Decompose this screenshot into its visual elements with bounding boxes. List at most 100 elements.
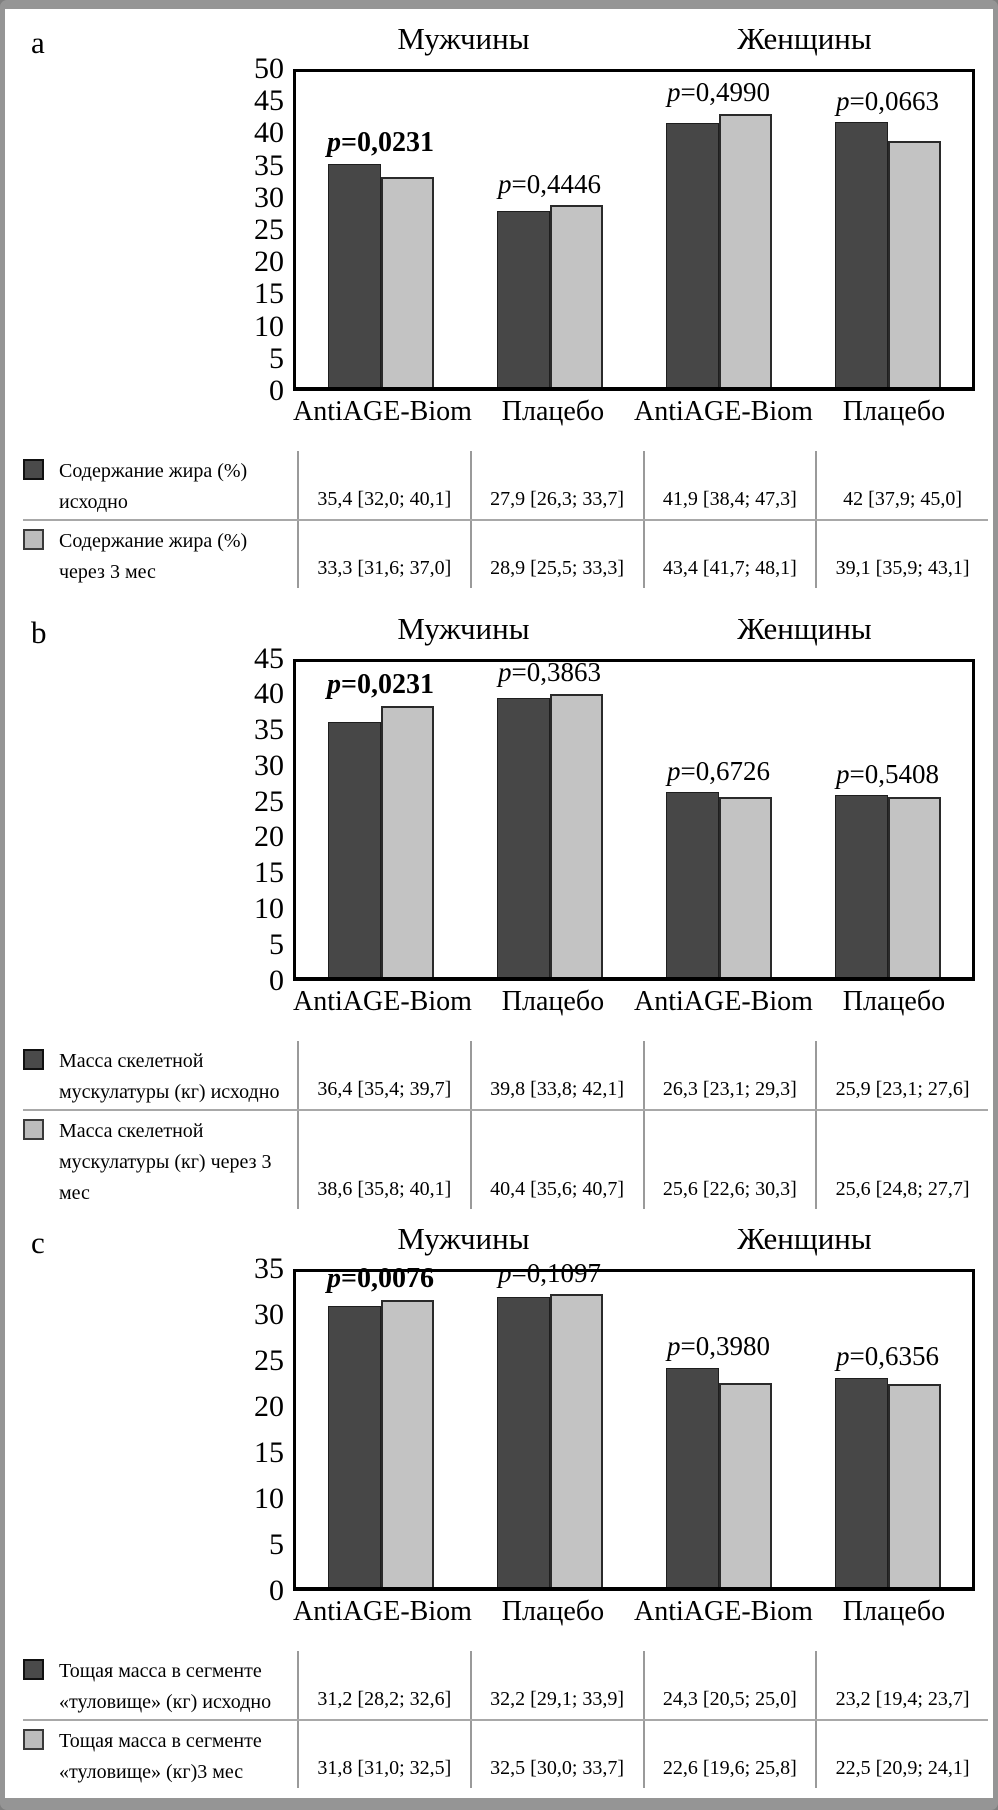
bar-after-3mo [718,1383,772,1587]
bar-after-3mo [887,1384,941,1587]
p-value-label: p=0,3980 [634,1332,803,1360]
row-label-line2: мускулатуры (кг) исходно [59,1080,280,1103]
panel-letter-a: a [31,25,45,60]
bar-after-3mo [549,204,603,387]
median-iqr-value: 27,9 [26,3; 33,7] [469,451,643,519]
p-symbol: p [836,1341,850,1372]
y-axis-tick: 45 [254,641,284,675]
median-iqr-value: 23,2 [19,4; 23,7] [815,1650,988,1719]
p-value-label: p=0,5408 [803,760,972,788]
p-number: =0,0231 [341,126,434,158]
sex-group-headers: Мужчины Женщины [293,609,975,647]
y-axis-tick: 15 [254,277,284,311]
row-label-line1: Масса скелетной [59,1049,204,1072]
panel-a: a Мужчины Женщины 50 45 40 35 30 25 20 15 10 5 0 p… [5,9,993,599]
row-label-line1: Содержание жира (%) [59,460,248,482]
y-axis-tick: 30 [254,180,284,214]
table-row: Тощая масса в сегменте «туловище» (кг) ис… [23,1650,988,1719]
p-number: =0,0076 [341,1262,434,1294]
legend-swatch-after-3mo [23,1728,44,1750]
p-symbol: p [667,77,681,108]
p-number: =0,0663 [849,86,939,117]
bar-baseline [834,122,888,387]
chart-a: 50 45 40 35 30 25 20 15 10 5 0 p=0,0231 p=0,4446 p=0… [5,54,975,406]
y-axis-tick: 20 [254,820,284,854]
y-axis-tick: 10 [254,1481,284,1515]
y-axis-tick: 20 [254,1389,284,1423]
p-symbol: p [327,126,342,158]
sex-group-headers: Мужчины Женщины [293,1219,975,1257]
bar-after-3mo [887,797,941,977]
row-label: Содержание жира (%) исходно [59,451,297,519]
bar-group [634,662,803,977]
category-label: Плацебо [842,985,946,1017]
category-label: AntiAGE-Biom [293,1595,472,1627]
category-label: Плацебо [842,1595,946,1627]
bar-group [465,1272,634,1587]
row-label-line2: «туловище» (кг) исходно [59,1690,272,1713]
p-value-label: p=0,6356 [803,1342,972,1370]
bar-after-3mo [380,706,434,977]
header-men: Мужчины [397,21,530,56]
legend-swatch-cell [23,521,59,588]
p-symbol: p [498,168,512,199]
y-axis-tick: 50 [254,52,284,85]
y-axis-tick: 25 [254,213,284,246]
row-label: Содержание жира (%) через 3 мес [59,521,297,588]
bar-baseline [665,123,719,387]
y-axis-tick: 35 [254,713,284,747]
median-iqr-value: 26,3 [23,1; 29,3] [642,1040,816,1109]
category-label: Плацебо [842,396,946,427]
bar-group [803,72,972,387]
chart-b: 45 40 35 30 25 20 15 10 5 0 p=0,0231 p=0,3863 p=0,6… [5,643,975,995]
y-axis-tick: 5 [269,1527,284,1561]
bar-baseline [496,211,550,387]
legend-table-b: Масса скелетной мускулатуры (кг) исходно 3… [5,1040,993,1209]
median-iqr-value: 39,8 [33,8; 42,1] [469,1040,643,1109]
category-label: AntiAGE-Biom [293,985,472,1017]
p-value-label: p=0,1097 [465,1257,634,1288]
bar-after-3mo [549,1294,603,1587]
row-label: Тощая масса в сегменте «туловище» (кг) ис… [59,1651,297,1719]
category-axis-b: AntiAGE-Biom Плацебо AntiAGE-Biom Плацебо [5,981,975,1027]
p-value-label: p=0,0231 [296,126,465,158]
bar-group [634,72,803,387]
bar-baseline [327,721,381,977]
bar-after-3mo [718,113,772,387]
table-row: Масса скелетной мускулатуры (кг) исходно 3… [23,1040,988,1109]
panel-c-header: c Мужчины Женщины [5,1219,993,1269]
table-row: Содержание жира (%) исходно 35,4 [32,0; 40… [23,451,988,519]
p-value-label: p=0,4990 [634,78,803,106]
y-axis-tick: 25 [254,1343,284,1377]
y-axis-tick: 0 [269,1573,284,1607]
bar-group [803,1272,972,1587]
table-row: Масса скелетной мускулатуры (кг) через 3 … [23,1108,988,1209]
category-label: AntiAGE-Biom [634,396,813,427]
bar-after-3mo [887,140,941,387]
median-iqr-value: 32,2 [29,1; 33,9] [469,1650,643,1719]
p-symbol: p [327,1262,342,1294]
p-symbol: p [836,758,850,789]
row-label-line1: Тощая масса в сегменте [59,1659,262,1682]
bar-group [296,662,465,977]
p-number: =0,1097 [511,1257,601,1288]
header-women: Женщины [737,610,872,646]
panel-c: c Мужчины Женщины 35 30 25 20 15 10 5 0 p=0,007… [5,1209,993,1799]
median-iqr-value: 31,2 [28,2; 32,6] [297,1650,470,1719]
median-iqr-value: 25,6 [22,6; 30,3] [642,1110,816,1209]
median-iqr-value: 28,9 [25,5; 33,3] [469,521,643,588]
bar-after-3mo [380,1300,434,1587]
bar-baseline [834,1377,888,1587]
p-number: =0,4990 [680,77,770,108]
bar-group [296,72,465,387]
median-iqr-value: 38,6 [35,8; 40,1] [297,1110,470,1209]
y-axis-tick: 45 [254,84,284,118]
bar-baseline [327,163,381,387]
y-axis-tick: 30 [254,748,284,782]
y-axis-tick: 30 [254,1297,284,1331]
legend-swatch-baseline [23,1658,44,1680]
header-women: Женщины [737,21,872,56]
bar-baseline [327,1305,381,1587]
p-value-label: p=0,0076 [296,1264,465,1293]
p-symbol: p [667,756,681,787]
